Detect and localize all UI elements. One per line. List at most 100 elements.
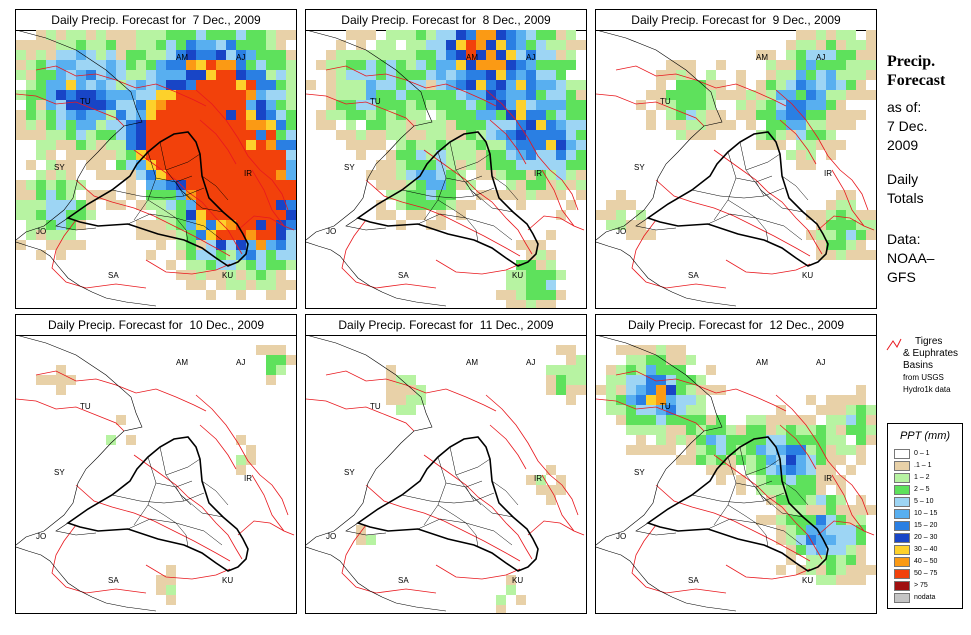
province-border — [127, 518, 223, 546]
precip-cell — [526, 90, 536, 100]
precip-cell — [436, 50, 446, 60]
precip-cell — [566, 40, 576, 50]
province-border — [455, 153, 491, 171]
precip-cell — [176, 160, 186, 170]
country-code-label: SA — [688, 271, 699, 280]
precip-cell — [66, 230, 76, 240]
precip-cell — [36, 220, 46, 230]
precip-cell — [196, 190, 206, 200]
country-code-label: KU — [222, 271, 233, 280]
province-border — [417, 518, 513, 546]
precip-cell — [516, 300, 526, 308]
precip-cell — [476, 70, 486, 80]
precip-cell — [826, 40, 836, 50]
precip-cell — [446, 120, 456, 130]
precip-cell — [806, 415, 816, 425]
precip-cell — [796, 565, 806, 575]
precip-cell — [176, 90, 186, 100]
basin-boundary — [541, 169, 585, 231]
precip-cell — [476, 170, 486, 180]
precip-cell — [836, 475, 846, 485]
precip-cell — [406, 80, 416, 90]
map-panel: Daily Precip. Forecast for 7 Dec., 2009 … — [15, 9, 297, 309]
precip-cell — [426, 50, 436, 60]
precip-cell — [726, 120, 736, 130]
precip-cell — [156, 80, 166, 90]
precip-cell — [336, 80, 346, 90]
precip-cell — [506, 70, 516, 80]
precip-cell — [236, 435, 246, 445]
precip-cell — [836, 555, 846, 565]
province-border — [755, 486, 765, 502]
precip-cell — [266, 180, 276, 190]
precip-cell — [566, 345, 576, 355]
precip-cell — [266, 150, 276, 160]
country-border — [635, 522, 677, 536]
precip-cell — [686, 405, 696, 415]
precip-cell — [756, 415, 766, 425]
precip-cell — [536, 110, 546, 120]
precip-cell — [106, 40, 116, 50]
precip-map: AM AJ TU SY IR JO SA KU — [306, 335, 586, 613]
precip-cell — [196, 50, 206, 60]
precip-cell — [206, 50, 216, 60]
precip-cell — [846, 50, 856, 60]
precip-cell — [396, 140, 406, 150]
precip-cell — [866, 210, 876, 220]
precip-cell — [96, 130, 106, 140]
precip-cell — [816, 505, 826, 515]
precip-cell — [276, 210, 286, 220]
precip-cell — [456, 110, 466, 120]
precip-cell — [796, 545, 806, 555]
precip-cell — [396, 385, 406, 395]
province-border — [175, 522, 189, 548]
legend-swatch — [894, 569, 910, 579]
precip-cell — [856, 395, 866, 405]
precip-cell — [56, 190, 66, 200]
precip-cell — [546, 160, 556, 170]
basin-boundary — [489, 119, 527, 165]
precip-cell — [376, 50, 386, 60]
basin-boundary — [423, 454, 533, 560]
precip-cell — [536, 475, 546, 485]
precip-cell — [666, 345, 676, 355]
precip-cell — [396, 80, 406, 90]
precip-cell — [236, 220, 246, 230]
precip-cell — [156, 130, 166, 140]
precip-cell — [76, 80, 86, 90]
precip-cell — [696, 130, 706, 140]
precip-cell — [826, 200, 836, 210]
precip-cell — [706, 465, 716, 475]
precip-cell — [706, 120, 716, 130]
precip-cell — [56, 120, 66, 130]
precip-cell — [756, 110, 766, 120]
precip-cell — [776, 60, 786, 70]
precip-cell — [226, 250, 236, 260]
precip-cell — [826, 240, 836, 250]
province-border — [159, 446, 192, 506]
precip-cell — [186, 170, 196, 180]
precip-cell — [336, 70, 346, 80]
precip-cell — [136, 60, 146, 70]
precip-cell — [826, 60, 836, 70]
precip-cell — [836, 200, 846, 210]
precip-cell — [416, 80, 426, 90]
precip-cell — [46, 150, 56, 160]
precip-cell — [56, 170, 66, 180]
precip-cell — [626, 345, 636, 355]
precip-cell — [196, 40, 206, 50]
precip-cell — [146, 250, 156, 260]
precip-cell — [26, 120, 36, 130]
precip-cell — [796, 445, 806, 455]
legend-label: 5 – 10 — [914, 498, 934, 505]
precip-cell — [826, 90, 836, 100]
precip-cell — [546, 375, 556, 385]
precip-cell — [216, 130, 226, 140]
precip-cell — [546, 40, 556, 50]
precip-cell — [716, 415, 726, 425]
precip-cell — [146, 230, 156, 240]
precip-cell — [856, 70, 866, 80]
precip-cell — [816, 405, 826, 415]
precip-cell — [196, 100, 206, 110]
